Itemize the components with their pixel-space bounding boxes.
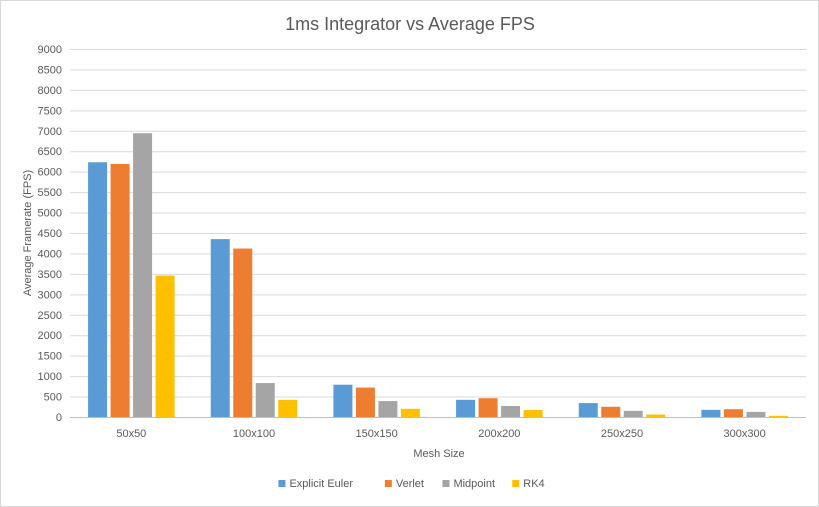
y-tick-label: 7500	[38, 105, 62, 117]
bar-midpoint-150x150	[378, 401, 398, 417]
bar-explicit-euler-150x150	[333, 384, 353, 417]
bar-verlet-200x200	[478, 398, 498, 417]
legend-swatch-midpoint	[442, 480, 450, 487]
gridlines	[70, 49, 806, 418]
y-tick-label: 7000	[38, 126, 62, 138]
y-tick-label: 1000	[38, 371, 62, 383]
legend-swatch-rk4	[512, 480, 520, 487]
bar-rk4-250x250	[646, 414, 666, 417]
bar-verlet-50x50	[110, 163, 130, 417]
y-tick-label: 4500	[38, 228, 62, 240]
bar-explicit-euler-250x250	[578, 403, 598, 417]
bar-verlet-100x100	[233, 248, 253, 417]
y-tick-label: 2000	[38, 330, 62, 342]
bars	[88, 133, 788, 417]
y-tick-label: 5000	[38, 208, 62, 220]
legend-swatch-explicit-euler	[278, 480, 286, 487]
y-tick-label: 8000	[38, 85, 62, 97]
bar-midpoint-300x300	[746, 411, 766, 417]
x-axis-ticks: 50x50 100x100 150x150 200x200 250x250 300x300	[116, 428, 765, 440]
y-tick-label: 0	[56, 412, 62, 424]
bar-explicit-euler-100x100	[210, 239, 230, 417]
y-tick-label: 9000	[38, 44, 62, 56]
y-tick-label: 8500	[38, 64, 62, 76]
bar-rk4-50x50	[155, 275, 175, 417]
x-tick-label: 300x300	[724, 428, 766, 440]
y-tick-label: 2500	[38, 310, 62, 322]
bar-rk4-200x200	[523, 410, 543, 417]
y-tick-label: 5500	[38, 187, 62, 199]
bar-rk4-100x100	[278, 399, 298, 417]
bar-explicit-euler-200x200	[456, 399, 476, 417]
x-tick-label: 150x150	[356, 428, 398, 440]
legend: Explicit Euler Verlet Midpoint RK4	[278, 478, 545, 490]
y-tick-label: 3000	[38, 289, 62, 301]
y-tick-label: 6000	[38, 167, 62, 179]
bar-verlet-250x250	[601, 406, 621, 417]
bar-midpoint-250x250	[623, 410, 643, 417]
bar-explicit-euler-300x300	[701, 409, 721, 417]
bar-explicit-euler-50x50	[88, 162, 108, 417]
y-tick-label: 6500	[38, 146, 62, 158]
legend-label-rk4: RK4	[523, 478, 544, 490]
bar-rk4-150x150	[400, 408, 420, 417]
bar-rk4-300x300	[768, 415, 788, 417]
y-tick-label: 1500	[38, 351, 62, 363]
x-tick-label: 200x200	[478, 428, 520, 440]
x-tick-label: 100x100	[233, 428, 275, 440]
legend-label-explicit-euler: Explicit Euler	[289, 478, 353, 490]
x-axis-label: Mesh Size	[413, 448, 464, 460]
bar-midpoint-50x50	[133, 133, 153, 417]
y-tick-label: 500	[44, 392, 62, 404]
y-axis-label: Average Framerate (FPS)	[22, 170, 34, 296]
x-tick-label: 50x50	[116, 428, 146, 440]
y-axis-ticks: 0 500 1000 1500 2000 2500 3000 3500 4000 4500 5000…	[38, 44, 62, 424]
y-tick-label: 3500	[38, 269, 62, 281]
bar-verlet-300x300	[723, 409, 743, 417]
chart-title: 1ms Integrator vs Average FPS	[285, 14, 535, 34]
legend-label-midpoint: Midpoint	[453, 478, 495, 490]
legend-swatch-verlet	[384, 480, 392, 487]
y-tick-label: 4000	[38, 248, 62, 260]
legend-label-verlet: Verlet	[396, 478, 424, 490]
bar-verlet-150x150	[355, 387, 375, 417]
x-tick-label: 250x250	[601, 428, 643, 440]
bar-midpoint-100x100	[255, 383, 275, 417]
bar-midpoint-200x200	[501, 405, 521, 417]
